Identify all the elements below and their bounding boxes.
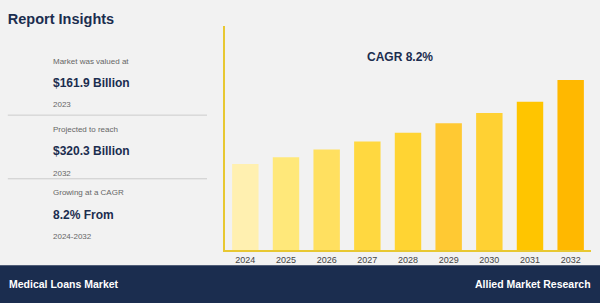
svg-text:2024-2032: 2024-2032: [53, 232, 92, 241]
svg-text:2025: 2025: [276, 255, 296, 265]
svg-text:2031: 2031: [520, 255, 540, 265]
svg-text:Medical Loans Market: Medical Loans Market: [9, 278, 119, 290]
svg-text:2030: 2030: [479, 255, 499, 265]
svg-text:2024: 2024: [235, 255, 255, 265]
svg-text:8.2% From: 8.2% From: [53, 208, 114, 222]
svg-text:CAGR 8.2%: CAGR 8.2%: [367, 50, 433, 64]
svg-text:Report Insights: Report Insights: [8, 11, 114, 27]
svg-text:Projected to reach: Projected to reach: [53, 125, 118, 134]
svg-text:Growing at a CAGR: Growing at a CAGR: [53, 188, 124, 197]
svg-text:Market was valued at: Market was valued at: [53, 57, 129, 66]
svg-text:2026: 2026: [317, 255, 337, 265]
svg-text:$161.9 Billion: $161.9 Billion: [53, 76, 130, 90]
svg-text:2032: 2032: [53, 169, 71, 178]
svg-text:2027: 2027: [357, 255, 377, 265]
svg-text:2023: 2023: [53, 100, 71, 109]
svg-text:2028: 2028: [398, 255, 418, 265]
svg-text:Allied Market Research: Allied Market Research: [475, 278, 591, 290]
svg-text:2029: 2029: [439, 255, 459, 265]
svg-text:2032: 2032: [561, 255, 581, 265]
svg-text:$320.3 Billion: $320.3 Billion: [53, 144, 130, 158]
